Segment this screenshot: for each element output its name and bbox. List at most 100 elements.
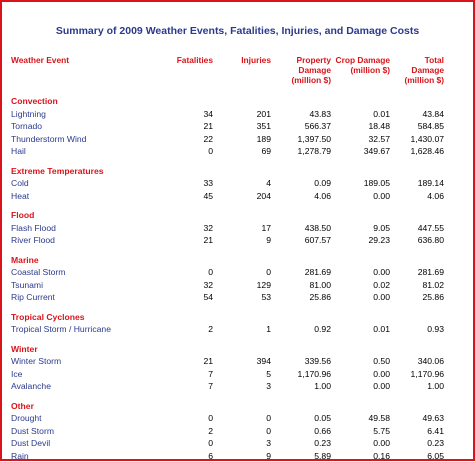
cell-injuries: 9 [213,450,271,462]
category-row: Tropical Cyclones [11,311,444,324]
cell-injuries: 204 [213,190,271,203]
cell-crop-damage: 0.02 [331,279,390,292]
category-heading: Marine [11,254,444,267]
category-spacer [11,158,444,165]
header-crop-damage: Crop Damage (million $) [331,55,390,95]
cell-property-damage: 1.00 [271,380,331,393]
cell-event-name: Dust Storm [11,425,156,438]
cell-total-damage: 4.06 [390,190,444,203]
cell-total-damage: 81.02 [390,279,444,292]
cell-injuries: 4 [213,177,271,190]
cell-crop-damage: 0.00 [331,380,390,393]
cell-crop-damage: 0.00 [331,291,390,304]
cell-property-damage: 43.83 [271,108,331,121]
cell-event-name: Dust Devil [11,437,156,450]
cell-crop-damage: 0.00 [331,437,390,450]
cell-crop-damage: 0.01 [331,108,390,121]
spacer-cell [11,158,444,165]
cell-injuries: 69 [213,145,271,158]
spacer-cell [11,336,444,343]
cell-injuries: 53 [213,291,271,304]
cell-property-damage: 339.56 [271,355,331,368]
cell-injuries: 9 [213,234,271,247]
cell-property-damage: 25.86 [271,291,331,304]
table-header-row: Weather Event Fatalities Injuries Proper… [11,55,444,95]
category-row: Extreme Temperatures [11,165,444,178]
cell-total-damage: 1,170.96 [390,368,444,381]
cell-crop-damage: 0.00 [331,190,390,203]
cell-property-damage: 1,397.50 [271,133,331,146]
cell-event-name: Flash Flood [11,222,156,235]
cell-event-name: Rip Current [11,291,156,304]
cell-injuries: 189 [213,133,271,146]
cell-injuries: 129 [213,279,271,292]
cell-total-damage: 447.55 [390,222,444,235]
cell-total-damage: 6.41 [390,425,444,438]
category-row: Flood [11,209,444,222]
cell-property-damage: 4.06 [271,190,331,203]
cell-fatalities: 7 [156,380,213,393]
cell-crop-damage: 18.48 [331,120,390,133]
cell-event-name: Tsunami [11,279,156,292]
cell-event-name: Rain [11,450,156,462]
cell-injuries: 0 [213,412,271,425]
cell-crop-damage: 0.00 [331,266,390,279]
cell-injuries: 3 [213,437,271,450]
cell-event-name: Coastal Storm [11,266,156,279]
cell-fatalities: 0 [156,145,213,158]
cell-fatalities: 2 [156,323,213,336]
category-row: Winter [11,343,444,356]
cell-injuries: 3 [213,380,271,393]
cell-property-damage: 438.50 [271,222,331,235]
cell-fatalities: 54 [156,291,213,304]
category-spacer [11,247,444,254]
cell-crop-damage: 0.00 [331,368,390,381]
category-spacer [11,304,444,311]
cell-event-name: Tornado [11,120,156,133]
cell-event-name: Avalanche [11,380,156,393]
cell-crop-damage: 5.75 [331,425,390,438]
cell-injuries: 201 [213,108,271,121]
cell-fatalities: 7 [156,368,213,381]
cell-property-damage: 281.69 [271,266,331,279]
cell-total-damage: 281.69 [390,266,444,279]
cell-fatalities: 32 [156,279,213,292]
cell-event-name: Cold [11,177,156,190]
cell-fatalities: 21 [156,355,213,368]
cell-fatalities: 6 [156,450,213,462]
cell-crop-damage: 0.16 [331,450,390,462]
cell-event-name: Thunderstorm Wind [11,133,156,146]
cell-total-damage: 0.23 [390,437,444,450]
cell-fatalities: 21 [156,120,213,133]
category-heading: Winter [11,343,444,356]
header-total-damage: Total Damage (million $) [390,55,444,95]
cell-event-name: Tropical Storm / Hurricane [11,323,156,336]
cell-fatalities: 32 [156,222,213,235]
cell-fatalities: 33 [156,177,213,190]
cell-property-damage: 1,278.79 [271,145,331,158]
cell-property-damage: 0.23 [271,437,331,450]
header-weather-event: Weather Event [11,55,156,95]
cell-fatalities: 0 [156,266,213,279]
cell-injuries: 0 [213,425,271,438]
cell-total-damage: 1,628.46 [390,145,444,158]
category-row: Other [11,400,444,413]
cell-fatalities: 22 [156,133,213,146]
weather-events-table: Weather Event Fatalities Injuries Proper… [11,55,444,462]
cell-fatalities: 0 [156,412,213,425]
cell-total-damage: 636.80 [390,234,444,247]
